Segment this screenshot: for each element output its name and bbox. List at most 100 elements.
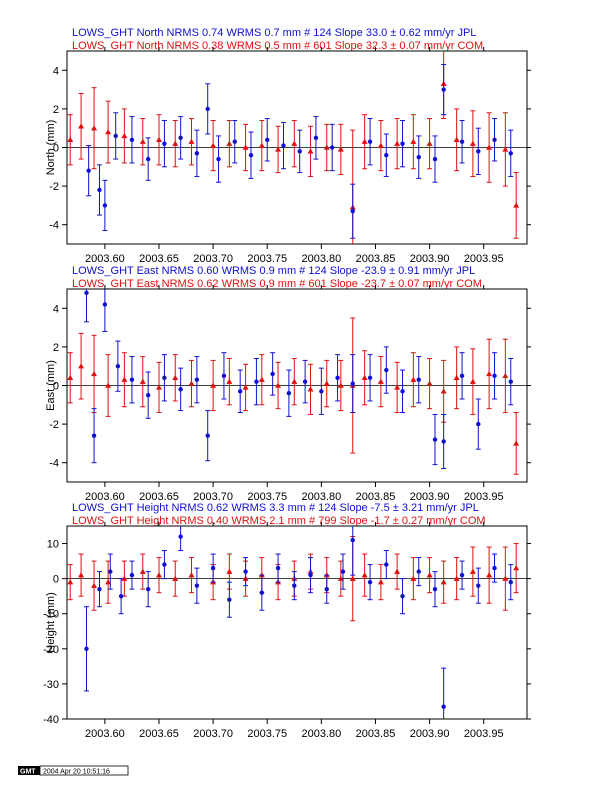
com-point	[105, 560, 112, 604]
marker-circle	[97, 187, 102, 193]
x-tick-label: 2003.95	[464, 728, 504, 740]
marker-triangle	[172, 374, 179, 380]
marker-triangle	[210, 382, 217, 388]
marker-circle	[400, 593, 405, 599]
marker-triangle	[91, 125, 98, 131]
marker-triangle	[486, 370, 493, 377]
marker-triangle	[469, 378, 476, 384]
marker-circle	[178, 135, 183, 141]
jpl-point	[367, 354, 373, 402]
jpl-point	[383, 346, 389, 394]
com-point	[502, 338, 509, 414]
marker-circle	[243, 569, 248, 574]
marker-triangle	[513, 202, 520, 208]
com-point	[337, 123, 344, 176]
jpl-point	[113, 112, 119, 160]
marker-circle	[86, 168, 91, 173]
jpl-point	[129, 116, 135, 164]
marker-circle	[508, 151, 513, 156]
marker-circle	[492, 137, 497, 142]
jpl-point	[232, 119, 238, 164]
marker-circle	[237, 389, 243, 394]
marker-triangle	[275, 146, 282, 152]
marker-triangle	[307, 386, 314, 392]
marker-triangle	[91, 582, 98, 588]
com-point	[226, 119, 233, 168]
x-tick-label: 2003.80	[301, 253, 341, 265]
com-point	[188, 118, 195, 166]
com-point	[91, 334, 98, 414]
marker-circle	[350, 208, 355, 214]
com-point	[258, 354, 265, 406]
x-tick-label: 2003.60	[85, 253, 125, 265]
data-layer	[67, 289, 520, 475]
marker-circle	[459, 139, 465, 144]
marker-circle	[216, 156, 221, 162]
stamp-time-box	[39, 765, 129, 776]
marker-circle	[508, 379, 513, 384]
marker-circle	[476, 421, 481, 427]
jpl-point	[248, 131, 254, 179]
marker-circle	[329, 145, 335, 150]
com-point	[91, 87, 98, 170]
x-tick-label: 2003.65	[139, 491, 179, 503]
y-tick-label: -2	[49, 419, 59, 431]
x-tick-label: 2003.60	[85, 491, 125, 503]
com-point	[513, 543, 520, 594]
com-point	[513, 412, 520, 475]
com-point	[226, 357, 233, 406]
marker-circle	[129, 572, 135, 578]
marker-triangle	[377, 378, 384, 384]
marker-circle	[432, 437, 438, 442]
com-point	[242, 363, 249, 412]
marker-triangle	[121, 376, 128, 382]
jpl-point	[329, 123, 335, 172]
x-tick-label: 2003.80	[301, 728, 341, 740]
marker-triangle	[502, 575, 509, 581]
com-point	[156, 557, 162, 594]
marker-triangle	[139, 568, 146, 574]
jpl-point	[115, 340, 121, 392]
marker-triangle	[486, 572, 493, 578]
jpl-point	[96, 571, 102, 608]
marker-triangle	[323, 380, 330, 386]
jpl-point	[350, 183, 356, 239]
marker-circle	[129, 377, 135, 382]
marker-circle	[416, 377, 421, 382]
com-point	[210, 119, 217, 172]
x-tick-label: 2003.75	[247, 728, 287, 740]
marker-triangle	[188, 380, 195, 386]
jpl-point	[226, 581, 232, 618]
marker-circle	[162, 375, 167, 380]
jpl-point	[324, 574, 330, 604]
com-point	[307, 363, 314, 415]
marker-circle	[270, 371, 275, 377]
com-point	[258, 119, 265, 172]
com-point	[139, 356, 146, 408]
com-point	[78, 332, 85, 400]
jpl-point	[416, 135, 422, 179]
jpl-point	[335, 354, 341, 402]
com-point	[323, 359, 330, 408]
legend-line-com: LOWS_GHT North NRMS 0.38 WRMS 0.5 mm # 6…	[72, 40, 483, 52]
marker-triangle	[91, 370, 98, 377]
jpl-point	[161, 119, 167, 168]
y-tick-label: 2	[53, 104, 59, 116]
jpl-point	[86, 145, 92, 197]
com-point	[469, 110, 476, 177]
marker-circle	[367, 579, 373, 585]
com-point	[275, 125, 282, 174]
jpl-point	[243, 557, 249, 587]
data-layer	[67, 51, 520, 244]
com-point	[323, 123, 330, 172]
marker-circle	[384, 367, 389, 373]
jpl-point	[400, 578, 406, 615]
marker-triangle	[410, 376, 417, 382]
marker-triangle	[156, 572, 162, 578]
x-tick-label: 2003.70	[193, 491, 233, 503]
com-point	[139, 118, 146, 166]
marker-triangle	[453, 136, 460, 142]
jpl-point	[83, 289, 89, 323]
x-tick-label: 2003.75	[247, 253, 287, 265]
com-point	[67, 114, 74, 166]
